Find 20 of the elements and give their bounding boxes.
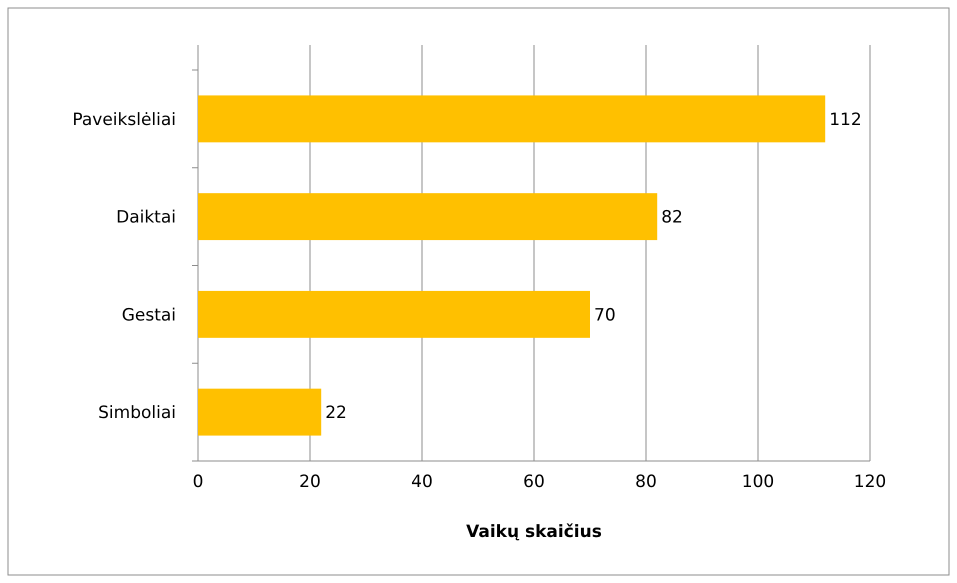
data-label: 82	[661, 208, 683, 228]
x-axis-title: Vaikų skaičius	[466, 522, 602, 542]
y-tick-label: Paveikslėliai	[72, 110, 176, 130]
bar	[198, 95, 826, 142]
x-tick-label: 60	[523, 472, 545, 492]
bar	[198, 388, 322, 436]
data-label: 112	[829, 110, 862, 130]
x-tick-label: 120	[854, 472, 886, 492]
bar	[198, 193, 658, 240]
y-tick-label: Daiktai	[116, 208, 176, 228]
bar	[198, 290, 590, 338]
x-tick-label: 80	[635, 472, 657, 492]
x-tick-label: 100	[742, 472, 774, 492]
x-tick-label: 20	[299, 472, 321, 492]
x-tick-label: 40	[411, 472, 433, 492]
x-tick-label: 0	[192, 472, 204, 492]
data-label: 22	[325, 403, 347, 424]
y-tick-label: Simboliai	[98, 403, 176, 424]
data-label: 70	[594, 305, 616, 326]
y-tick-label: Gestai	[122, 305, 176, 326]
